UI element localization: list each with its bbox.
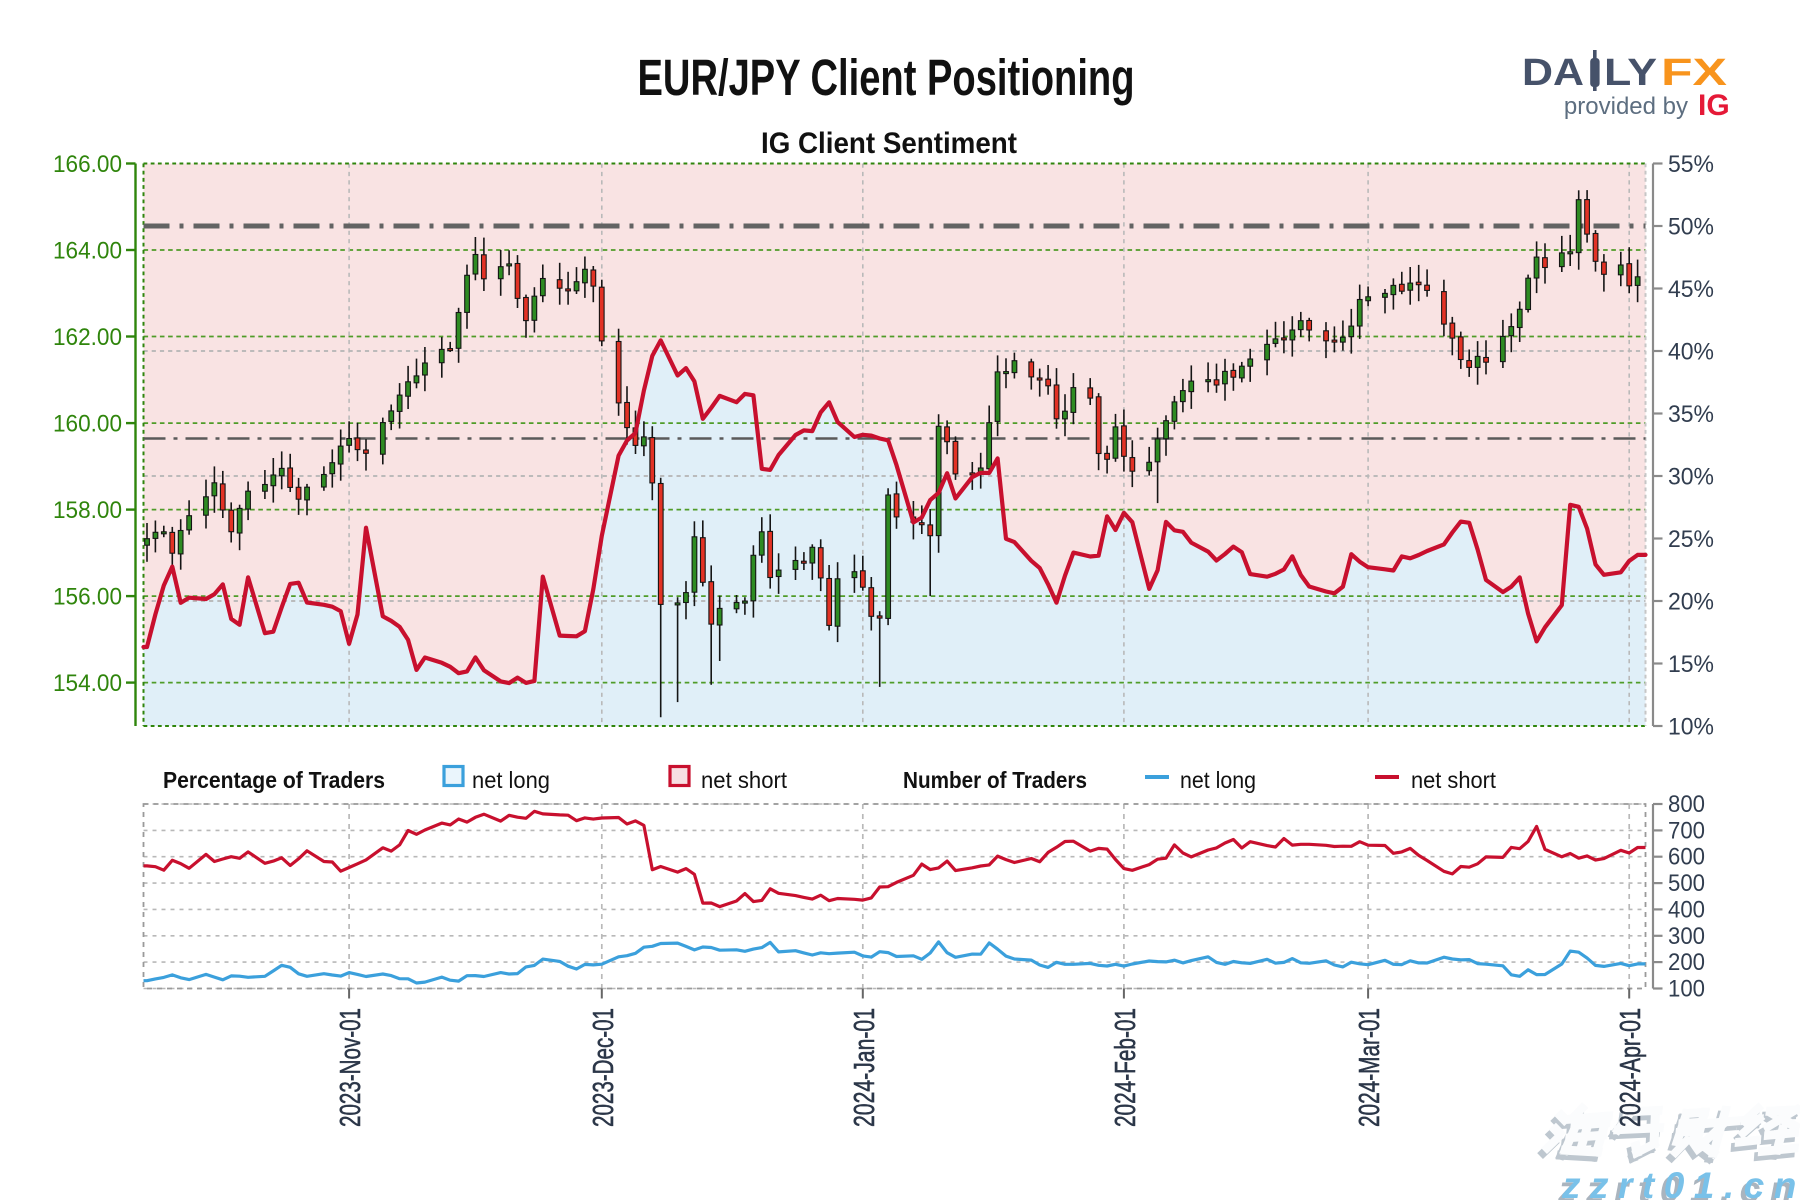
- svg-text:25%: 25%: [1668, 526, 1714, 553]
- svg-text:net short: net short: [701, 767, 788, 793]
- svg-text:LY: LY: [1604, 52, 1657, 94]
- svg-text:2024-Jan-01: 2024-Jan-01: [849, 1008, 881, 1127]
- svg-text:2024-Apr-01: 2024-Apr-01: [1615, 1008, 1647, 1127]
- svg-text:55%: 55%: [1668, 151, 1714, 178]
- svg-text:164.00: 164.00: [53, 238, 122, 265]
- svg-text:FX: FX: [1661, 52, 1728, 94]
- svg-text:40%: 40%: [1668, 339, 1714, 366]
- svg-text:2024-Mar-01: 2024-Mar-01: [1354, 1008, 1386, 1127]
- svg-text:zzrt01.cn: zzrt01.cn: [1557, 1169, 1800, 1200]
- svg-text:Number of Traders: Number of Traders: [903, 767, 1087, 793]
- svg-text:zzrt01.cn: zzrt01.cn: [1561, 1165, 1800, 1200]
- svg-text:IG: IG: [1698, 89, 1730, 122]
- svg-text:800: 800: [1668, 791, 1705, 818]
- svg-text:provided by: provided by: [1564, 93, 1688, 120]
- svg-text:600: 600: [1668, 844, 1705, 871]
- svg-text:500: 500: [1668, 870, 1705, 897]
- svg-text:300: 300: [1668, 923, 1705, 950]
- svg-text:EUR/JPY Client Positioning: EUR/JPY Client Positioning: [638, 49, 1135, 106]
- svg-text:156.00: 156.00: [53, 584, 122, 611]
- svg-text:158.00: 158.00: [53, 497, 122, 524]
- svg-text:10%: 10%: [1668, 714, 1714, 741]
- svg-text:2023-Nov-01: 2023-Nov-01: [335, 1008, 367, 1127]
- svg-text:IG Client Sentiment: IG Client Sentiment: [761, 127, 1017, 160]
- svg-text:200: 200: [1668, 949, 1705, 976]
- svg-text:30%: 30%: [1668, 464, 1714, 491]
- svg-text:net long: net long: [1180, 767, 1256, 793]
- svg-text:2023-Dec-01: 2023-Dec-01: [588, 1008, 620, 1127]
- svg-text:50%: 50%: [1668, 214, 1714, 241]
- svg-text:154.00: 154.00: [53, 670, 122, 697]
- svg-text:100: 100: [1668, 976, 1705, 1003]
- svg-text:15%: 15%: [1668, 651, 1714, 678]
- svg-text:net long: net long: [472, 767, 550, 793]
- svg-text:net short: net short: [1411, 767, 1497, 793]
- svg-text:162.00: 162.00: [53, 324, 122, 351]
- svg-text:160.00: 160.00: [53, 411, 122, 438]
- svg-text:DA: DA: [1522, 52, 1584, 94]
- svg-text:45%: 45%: [1668, 276, 1714, 303]
- svg-text:35%: 35%: [1668, 401, 1714, 428]
- svg-text:400: 400: [1668, 896, 1705, 923]
- svg-text:20%: 20%: [1668, 589, 1714, 616]
- svg-text:Percentage of Traders: Percentage of Traders: [163, 767, 385, 793]
- svg-text:2024-Feb-01: 2024-Feb-01: [1110, 1008, 1142, 1127]
- svg-text:700: 700: [1668, 817, 1705, 844]
- svg-text:166.00: 166.00: [53, 151, 122, 178]
